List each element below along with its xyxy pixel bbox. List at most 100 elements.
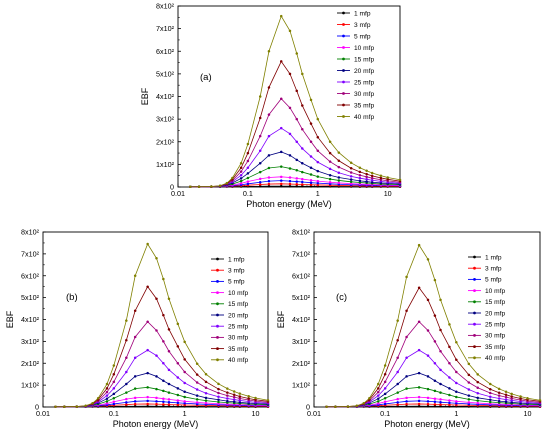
data-point bbox=[162, 362, 165, 365]
y-tick-label: 8x10² bbox=[21, 228, 40, 237]
data-point bbox=[176, 345, 180, 348]
legend-entry: 25 mfp bbox=[354, 79, 374, 86]
data-point bbox=[167, 398, 171, 401]
data-point bbox=[267, 166, 271, 170]
data-point bbox=[183, 390, 186, 393]
data-point bbox=[258, 134, 262, 138]
data-point bbox=[309, 98, 313, 102]
data-point bbox=[489, 382, 492, 386]
series-line bbox=[326, 287, 541, 408]
legend-entry: 25 mfp bbox=[228, 324, 248, 331]
data-point bbox=[226, 397, 229, 400]
data-point bbox=[309, 178, 313, 182]
data-point bbox=[195, 373, 199, 376]
data-point bbox=[426, 400, 430, 403]
data-point bbox=[433, 403, 437, 406]
data-point bbox=[476, 380, 479, 384]
data-point bbox=[476, 396, 479, 400]
data-point bbox=[267, 179, 271, 183]
data-point bbox=[309, 181, 313, 184]
data-point bbox=[183, 402, 186, 405]
legend-entry: 30 mfp bbox=[228, 335, 248, 342]
data-point bbox=[217, 387, 220, 391]
data-point bbox=[295, 52, 299, 55]
data-point bbox=[497, 397, 501, 400]
data-point bbox=[301, 185, 304, 188]
data-point bbox=[455, 403, 458, 407]
data-point bbox=[167, 391, 171, 394]
data-point bbox=[497, 391, 501, 395]
data-point bbox=[246, 151, 250, 155]
data-point bbox=[267, 113, 271, 116]
data-point bbox=[417, 399, 421, 403]
data-point bbox=[146, 404, 149, 408]
series-line bbox=[190, 166, 401, 188]
data-point bbox=[334, 405, 337, 409]
data-point bbox=[288, 176, 292, 179]
data-point bbox=[405, 396, 408, 400]
x-tick-label: 0.01 bbox=[307, 409, 321, 418]
data-point bbox=[309, 140, 313, 143]
data-point bbox=[217, 391, 220, 395]
legend-entry: 5 mfp bbox=[354, 33, 371, 40]
data-point bbox=[258, 177, 262, 181]
legend-entry: 40 mfp bbox=[354, 114, 374, 121]
data-point bbox=[358, 179, 362, 183]
legend-marker bbox=[473, 322, 476, 326]
data-point bbox=[497, 399, 501, 403]
data-point bbox=[195, 398, 199, 401]
series-40-mfp bbox=[189, 14, 402, 189]
legend-entry: 5 mfp bbox=[485, 277, 502, 284]
data-point bbox=[217, 400, 220, 404]
data-point bbox=[337, 165, 341, 169]
data-point bbox=[133, 402, 137, 406]
y-axis-title: EBF bbox=[276, 310, 286, 328]
data-point bbox=[155, 354, 158, 357]
legend-entry: 35 mfp bbox=[228, 346, 248, 353]
data-point bbox=[204, 401, 208, 405]
data-point bbox=[75, 405, 79, 408]
data-point bbox=[217, 402, 220, 405]
data-point bbox=[358, 166, 362, 170]
data-point bbox=[146, 320, 149, 323]
data-point bbox=[204, 396, 208, 400]
y-tick-label: 3x10² bbox=[292, 337, 311, 346]
legend-marker bbox=[473, 266, 476, 270]
data-point bbox=[112, 372, 116, 376]
legend-marker bbox=[342, 115, 345, 118]
series-25-mfp bbox=[325, 348, 542, 409]
data-point bbox=[267, 134, 271, 138]
data-point bbox=[246, 182, 250, 186]
data-point bbox=[448, 362, 451, 365]
data-point bbox=[383, 364, 387, 367]
data-point bbox=[246, 172, 250, 175]
data-point bbox=[162, 403, 165, 406]
y-tick-label: 2x10² bbox=[292, 359, 311, 368]
data-point bbox=[433, 362, 437, 365]
data-point bbox=[328, 140, 332, 143]
data-point bbox=[254, 396, 257, 400]
data-point bbox=[309, 173, 313, 176]
data-point bbox=[417, 404, 421, 408]
data-point bbox=[197, 185, 201, 189]
data-point bbox=[362, 402, 365, 405]
data-point bbox=[155, 396, 158, 400]
data-point bbox=[489, 400, 492, 404]
data-point bbox=[105, 402, 109, 405]
data-point bbox=[405, 356, 408, 360]
data-point bbox=[489, 402, 492, 405]
data-point bbox=[238, 395, 242, 398]
legend-marker bbox=[342, 69, 345, 72]
series-line bbox=[326, 321, 541, 408]
data-point bbox=[183, 340, 186, 344]
data-point bbox=[379, 176, 383, 180]
legend-entry: 20 mfp bbox=[228, 312, 248, 319]
data-point bbox=[426, 258, 430, 261]
data-point bbox=[295, 183, 299, 186]
legend-entry: 35 mfp bbox=[485, 344, 505, 351]
data-point bbox=[489, 388, 492, 391]
legend-marker bbox=[216, 313, 219, 317]
y-tick-label: 7x10² bbox=[292, 249, 311, 258]
data-point bbox=[183, 370, 186, 374]
data-point bbox=[226, 387, 229, 390]
